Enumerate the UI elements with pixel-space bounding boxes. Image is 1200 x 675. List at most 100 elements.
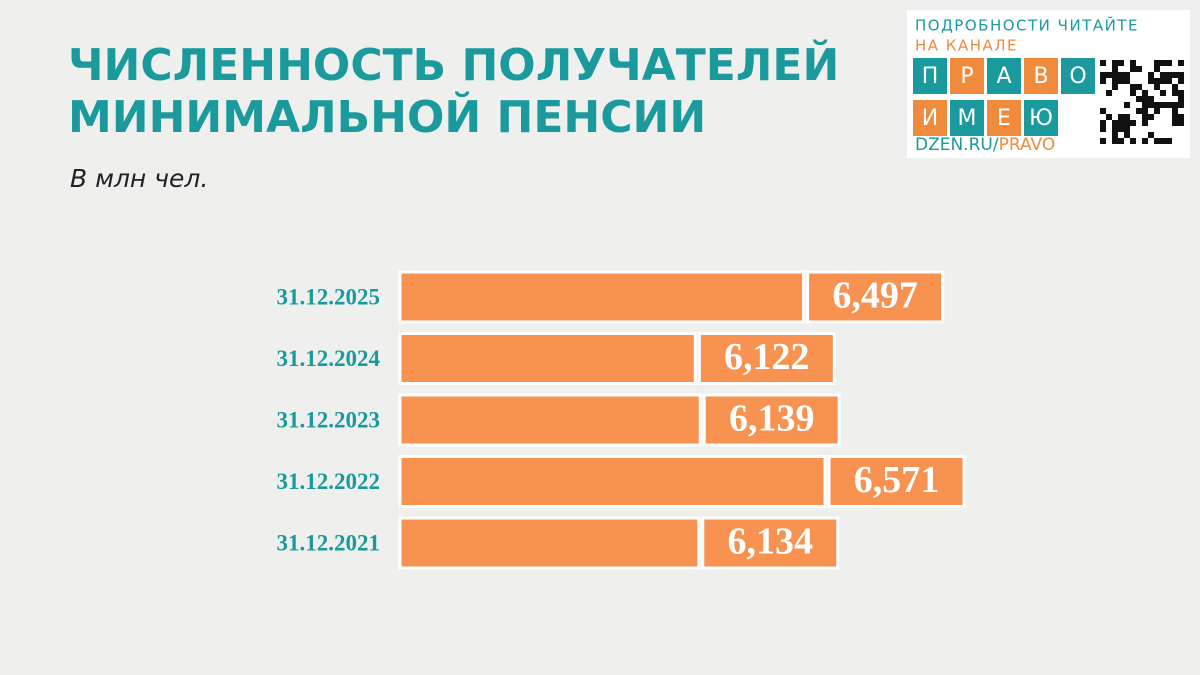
qr-cell bbox=[1154, 102, 1160, 108]
qr-cell bbox=[1154, 60, 1160, 66]
qr-cell bbox=[1124, 132, 1130, 138]
logo-letter: О bbox=[1069, 64, 1086, 89]
qr-cell bbox=[1100, 72, 1106, 78]
qr-cell bbox=[1178, 114, 1184, 120]
qr-cell bbox=[1130, 120, 1136, 126]
qr-cell bbox=[1112, 120, 1118, 126]
qr-cell bbox=[1172, 102, 1178, 108]
logo-letter: Ю bbox=[1029, 106, 1053, 131]
qr-cell bbox=[1112, 84, 1118, 90]
qr-cell bbox=[1124, 72, 1130, 78]
qr-cell bbox=[1160, 138, 1166, 144]
qr-cell bbox=[1130, 60, 1136, 66]
qr-cell bbox=[1148, 78, 1154, 84]
qr-cell bbox=[1124, 114, 1130, 120]
qr-cell bbox=[1100, 126, 1106, 132]
bar bbox=[398, 516, 701, 570]
value-label-box bbox=[697, 332, 836, 385]
logo-tile bbox=[950, 100, 984, 136]
qr-cell bbox=[1142, 114, 1148, 120]
qr-cell bbox=[1178, 60, 1184, 66]
qr-cell bbox=[1154, 84, 1160, 90]
qr-cell bbox=[1130, 90, 1136, 96]
qr-cell bbox=[1142, 138, 1148, 144]
qr-cell bbox=[1154, 66, 1160, 72]
logo-letter: И bbox=[922, 106, 938, 131]
qr-cell bbox=[1154, 78, 1160, 84]
logo-tile bbox=[1061, 58, 1095, 94]
y-tick-label: 31.12.2023 bbox=[277, 407, 381, 432]
bar bbox=[398, 270, 806, 324]
logo-letter: В bbox=[1033, 64, 1048, 89]
qr-cell bbox=[1118, 114, 1124, 120]
qr-cell bbox=[1100, 108, 1106, 114]
logo-tile bbox=[1024, 100, 1058, 136]
qr-cell bbox=[1112, 126, 1118, 132]
qr-cell bbox=[1100, 78, 1106, 84]
logo-tile bbox=[913, 100, 947, 136]
qr-cell bbox=[1118, 60, 1124, 66]
y-tick-label: 31.12.2021 bbox=[277, 530, 381, 555]
qr-cell bbox=[1118, 126, 1124, 132]
bar bbox=[398, 393, 702, 447]
qr-cell bbox=[1136, 84, 1142, 90]
value-label: 6,122 bbox=[724, 336, 810, 378]
value-label: 6,139 bbox=[729, 398, 815, 440]
logo-letter: А bbox=[996, 64, 1011, 89]
logo-letter: П bbox=[922, 64, 939, 89]
qr-cell bbox=[1148, 72, 1154, 78]
qr-cell bbox=[1106, 72, 1112, 78]
qr-cell bbox=[1160, 102, 1166, 108]
qr-cell bbox=[1172, 90, 1178, 96]
qr-cell bbox=[1130, 66, 1136, 72]
qr-cell bbox=[1142, 108, 1148, 114]
value-label: 6,571 bbox=[854, 459, 940, 501]
qr-cell bbox=[1124, 102, 1130, 108]
qr-cell bbox=[1130, 138, 1136, 144]
logo-url-end: PRAVO bbox=[999, 135, 1056, 155]
bar bbox=[398, 455, 827, 508]
qr-cell bbox=[1100, 138, 1106, 144]
qr-cell bbox=[1112, 66, 1118, 72]
qr-cell bbox=[1106, 114, 1112, 120]
qr-cell bbox=[1148, 102, 1154, 108]
qr-cell bbox=[1148, 114, 1154, 120]
qr-cell bbox=[1160, 78, 1166, 84]
qr-cell bbox=[1106, 90, 1112, 96]
logo-letter: Р bbox=[960, 64, 973, 89]
qr-cell bbox=[1118, 72, 1124, 78]
qr-cell bbox=[1124, 78, 1130, 84]
value-label: 6,497 bbox=[832, 275, 918, 317]
qr-cell bbox=[1178, 96, 1184, 102]
logo-url: DZEN.RU/PRAVO bbox=[915, 135, 1055, 155]
logo-letter: М bbox=[958, 106, 977, 131]
qr-cell bbox=[1178, 120, 1184, 126]
logo-text: НА КАНАЛЕ bbox=[915, 37, 1018, 55]
chart-subtitle: В млн чел. bbox=[70, 164, 208, 193]
logo-tile bbox=[950, 58, 984, 94]
qr-cell bbox=[1112, 78, 1118, 84]
qr-cell bbox=[1142, 120, 1148, 126]
bar bbox=[398, 332, 697, 385]
logo-tile bbox=[913, 58, 947, 94]
logo-letter: Е bbox=[997, 106, 1011, 131]
qr-cell bbox=[1172, 72, 1178, 78]
qr-cell bbox=[1130, 84, 1136, 90]
qr-cell bbox=[1166, 72, 1172, 78]
qr-cell bbox=[1172, 120, 1178, 126]
qr-cell bbox=[1100, 120, 1106, 126]
qr-cell bbox=[1166, 78, 1172, 84]
logo-url-start: DZEN.RU/ bbox=[915, 135, 999, 155]
qr-cell bbox=[1160, 72, 1166, 78]
qr-cell bbox=[1178, 102, 1184, 108]
chart-title: МИНИМАЛЬНОЙ ПЕНСИИ bbox=[68, 90, 706, 143]
logo-tile bbox=[987, 58, 1021, 94]
qr-cell bbox=[1136, 96, 1142, 102]
logo-tile bbox=[987, 100, 1021, 136]
qr-cell bbox=[1148, 132, 1154, 138]
qr-cell bbox=[1160, 90, 1166, 96]
value-label-box bbox=[827, 455, 966, 508]
qr-cell bbox=[1112, 60, 1118, 66]
qr-cell bbox=[1172, 84, 1178, 90]
